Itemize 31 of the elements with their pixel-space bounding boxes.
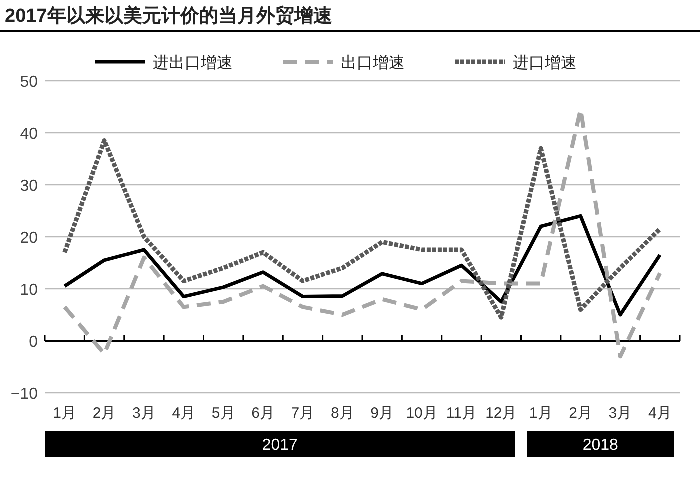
x-tick-label: 6月 [252, 405, 275, 422]
y-tick-label: 40 [20, 126, 38, 143]
y-tick-label: 50 [20, 74, 38, 91]
x-tick-label: 9月 [370, 405, 394, 422]
x-tick-label: 3月 [608, 405, 632, 422]
x-tick-label: 2月 [92, 405, 116, 422]
x-tick-label: 1月 [53, 405, 77, 422]
y-tick-label: 10 [20, 282, 38, 299]
x-tick-label: 2月 [569, 405, 592, 422]
x-tick-label: 1月 [529, 405, 553, 422]
legend-label: 进口增速 [513, 54, 577, 72]
text: 2018 [582, 437, 619, 454]
y-tick-label: 20 [20, 230, 38, 247]
x-tick-label: 4月 [172, 405, 196, 422]
legend-label: 进出口增速 [153, 54, 233, 72]
line-series [62, 138, 662, 320]
x-tick-label: 12月 [486, 405, 518, 422]
y-tick-label: 0 [29, 334, 38, 351]
x-tick-label: 8月 [330, 405, 354, 422]
x-tick-label: 11月 [446, 405, 478, 422]
x-tick-label: 3月 [132, 405, 156, 422]
x-tick-label: 10月 [406, 405, 438, 422]
y-tick-label: −10 [10, 386, 38, 403]
x-tick-label: 7月 [291, 405, 315, 422]
y-tick-label: 30 [20, 178, 38, 195]
x-tick-label: 5月 [212, 405, 236, 422]
text: 2017 [262, 437, 298, 454]
legend-label: 出口增速 [341, 54, 405, 72]
x-tick-label: 4月 [648, 405, 672, 422]
line-series [63, 214, 662, 317]
chart-title: 2017年以来以美元计价的当月外贸增速 [5, 5, 332, 27]
